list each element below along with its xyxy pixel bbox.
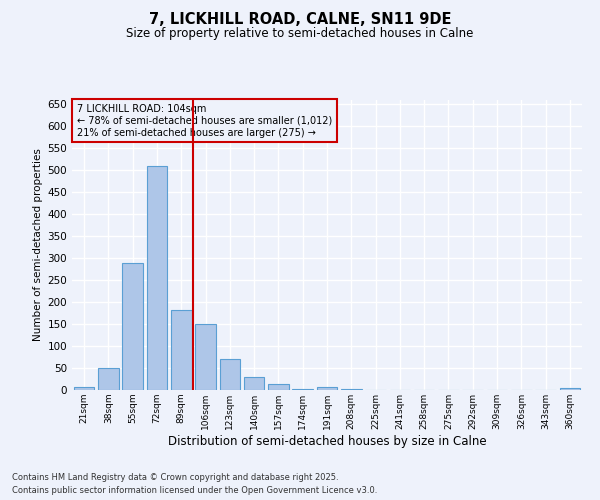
Bar	[74, 387, 94, 390]
Bar	[244, 377, 265, 390]
Bar	[341, 389, 362, 390]
Bar	[195, 324, 216, 390]
Text: Size of property relative to semi-detached houses in Calne: Size of property relative to semi-detach…	[127, 28, 473, 40]
Bar	[122, 262, 143, 390]
Bar	[171, 310, 191, 390]
Bar	[268, 384, 289, 390]
Bar	[292, 388, 313, 390]
Y-axis label: Number of semi-detached properties: Number of semi-detached properties	[33, 148, 43, 342]
Bar	[146, 166, 167, 390]
Bar	[560, 388, 580, 390]
Bar	[220, 359, 240, 390]
Bar	[98, 368, 119, 390]
X-axis label: Distribution of semi-detached houses by size in Calne: Distribution of semi-detached houses by …	[167, 434, 487, 448]
Bar	[317, 387, 337, 390]
Text: 7 LICKHILL ROAD: 104sqm
← 78% of semi-detached houses are smaller (1,012)
21% of: 7 LICKHILL ROAD: 104sqm ← 78% of semi-de…	[77, 104, 332, 138]
Text: 7, LICKHILL ROAD, CALNE, SN11 9DE: 7, LICKHILL ROAD, CALNE, SN11 9DE	[149, 12, 451, 28]
Text: Contains public sector information licensed under the Open Government Licence v3: Contains public sector information licen…	[12, 486, 377, 495]
Text: Contains HM Land Registry data © Crown copyright and database right 2025.: Contains HM Land Registry data © Crown c…	[12, 474, 338, 482]
